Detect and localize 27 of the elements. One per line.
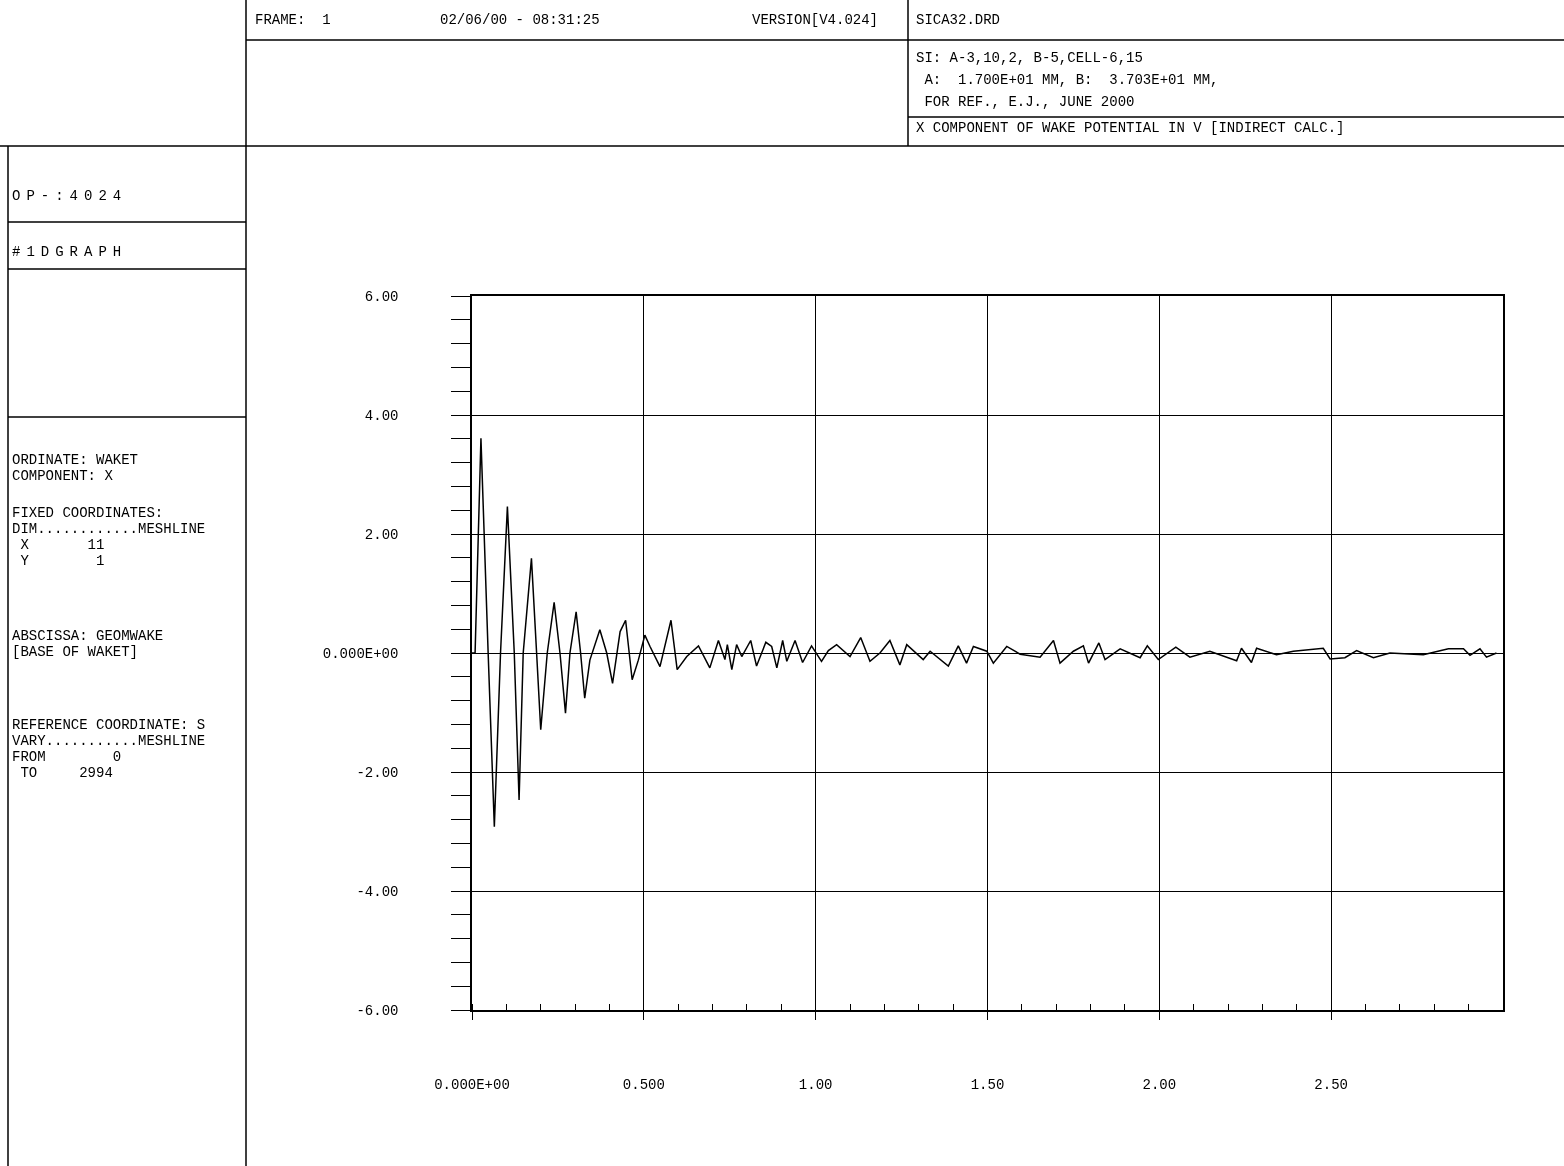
x-tick-label: 2.00: [1142, 1076, 1177, 1093]
text: FIXED COORDINATES: DIM............MESHLINE X 11 Y 1: [12, 505, 206, 569]
y-tick-label: 6.00: [364, 288, 399, 305]
text: #1DGRAPH: [12, 244, 128, 260]
text: ORDINATE: WAKET COMPONENT: X: [12, 452, 139, 484]
text: A: 1.700E+01 MM, B: 3.703E+01 MM,: [923, 72, 1219, 88]
y-tick-label: -4.00: [356, 883, 399, 900]
x-tick-label: 1.50: [970, 1076, 1005, 1093]
text: VERSION[V4.024]: [752, 12, 879, 28]
x-tick-label: 1.00: [798, 1076, 833, 1093]
text: REFERENCE COORDINATE: S VARY...........MESHLINE FROM 0 TO 2994: [12, 717, 206, 781]
x-tick-label: 2.50: [1314, 1076, 1348, 1093]
text: OP-:4024: [12, 188, 128, 204]
y-tick-label: -6.00: [356, 1002, 399, 1019]
text: FRAME: 1: [255, 12, 331, 28]
x-tick-label: 0.000E+00: [434, 1076, 510, 1093]
x-tick-label: 0.500: [622, 1076, 665, 1093]
text: SI: A-3,10,2, B-5,CELL-6,15: [916, 50, 1143, 66]
text: ABSCISSA: GEOMWAKE [BASE OF WAKET]: [12, 628, 164, 660]
y-tick-label: 0.000E+00: [322, 645, 399, 662]
text: 02/06/00 - 08:31:25: [440, 12, 600, 28]
text: SICA32.DRD: [916, 12, 1001, 28]
text: FOR REF., E.J., JUNE 2000: [923, 94, 1135, 110]
y-tick-label: 4.00: [364, 407, 399, 424]
y-tick-label: -2.00: [356, 764, 399, 781]
y-tick-label: 2.00: [364, 526, 399, 543]
chart-title: X COMPONENT OF WAKE POTENTIAL IN V [INDIRECT CALC.]: [916, 120, 1345, 136]
